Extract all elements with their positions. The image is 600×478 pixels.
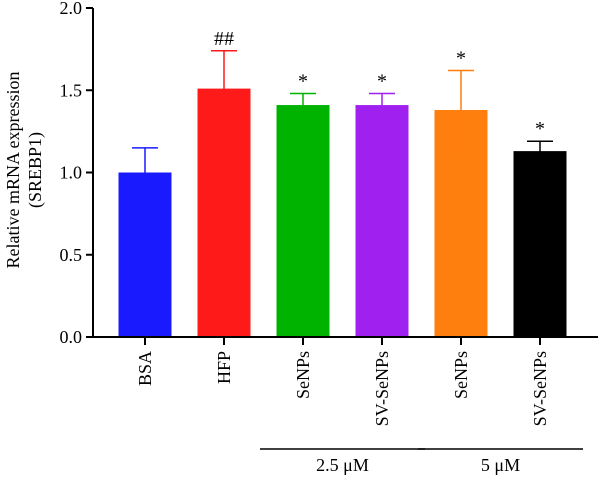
bar-3: [355, 105, 409, 338]
significance-label-4: *: [456, 48, 466, 70]
bars-layer: [118, 50, 567, 338]
x-tick-label-1: HFP: [214, 351, 234, 384]
significance-label-2: *: [298, 71, 308, 93]
significance-label-5: *: [535, 118, 545, 140]
bar-1: [197, 88, 251, 337]
y-tick-label-2: 1.0: [60, 163, 83, 183]
y-axis-subtitle: (SREBP1): [25, 132, 46, 208]
bar-0: [118, 172, 172, 337]
y-tick-label-1: 0.5: [60, 245, 83, 265]
significance-label-3: *: [377, 71, 387, 93]
labels-layer: ## * * * * 0.0 0.5 1.0 1.5 2.0 BSA HFP SeNPs SV-SeNPs…: [60, 0, 551, 475]
x-tick-label-3: SV-SeNPs: [372, 351, 392, 426]
y-tick-label-3: 1.5: [60, 80, 83, 100]
y-tick-label-0: 0.0: [60, 327, 83, 347]
x-tick-label-0: BSA: [135, 351, 155, 386]
x-tick-label-2: SeNPs: [293, 351, 313, 399]
group-label-0: 2.5 μM: [316, 455, 369, 475]
x-tick-label-5: SV-SeNPs: [530, 351, 550, 426]
significance-label-1: ##: [214, 28, 234, 50]
axes-layer: [86, 7, 598, 450]
x-tick-label-4: SeNPs: [451, 351, 471, 399]
bar-2: [276, 105, 330, 338]
y-tick-label-4: 2.0: [60, 0, 83, 18]
y-axis-title: Relative mRNA expression: [3, 72, 23, 269]
bar-5: [513, 151, 567, 337]
group-label-1: 5 μM: [481, 455, 520, 475]
